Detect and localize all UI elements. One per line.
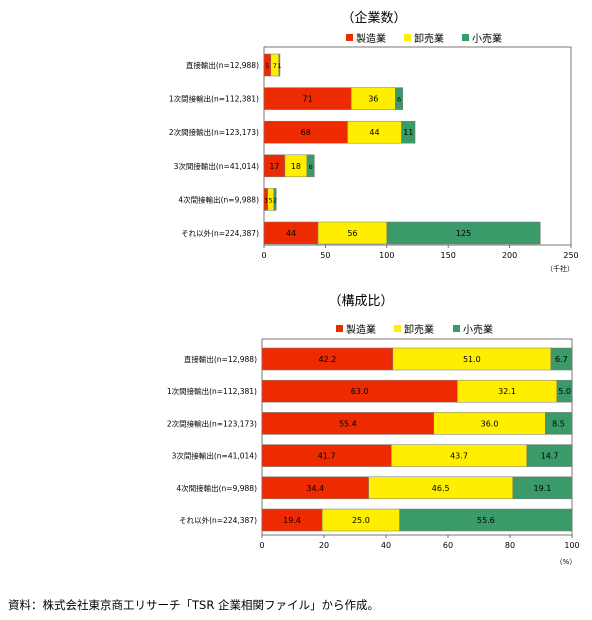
chart1-legend-label-3: 小売業	[472, 32, 502, 45]
chart2-bar-label-1-3: 6.7	[555, 355, 568, 364]
chart2-bar-label-5-3: 19.1	[533, 484, 551, 493]
chart1-bar-1-3	[278, 53, 281, 77]
chart2-bar-6-3	[399, 508, 573, 532]
chart1-x-tick-label-3: 150	[441, 251, 456, 260]
chart1-legend-swatch-2	[404, 34, 411, 41]
chart1-bar-label-2-2: 36	[368, 95, 378, 104]
chart1-bar-label-6-2: 56	[347, 229, 357, 238]
chart2-bar-5-3	[512, 476, 573, 500]
chart2-title: （構成比）	[328, 294, 393, 309]
chart2-category-label-4: 3次間接輸出(n=41,014)	[172, 451, 257, 461]
chart1-category-label-5: 4次間接輸出(n=9,988)	[178, 194, 259, 204]
chart1-x-tick-label-0: 0	[261, 251, 266, 260]
chart1-x-tick-label-5: 250	[563, 251, 578, 260]
chart1-bar-label-1-3: 1	[277, 62, 281, 70]
chart1-category-label-3: 2次間接輸出(n=123,173)	[169, 127, 259, 137]
chart2-bar-2-3	[556, 379, 573, 403]
chart1-bar-label-3-1: 68	[301, 128, 311, 137]
chart2-bar-label-2-1: 63.0	[351, 387, 369, 396]
chart1-bar-label-3-3: 11	[403, 128, 413, 137]
chart1-legend-swatch-3	[462, 34, 469, 41]
chart2-x-tick-label-0: 0	[259, 541, 264, 550]
chart1-bar-label-6-3: 125	[456, 229, 471, 238]
chart1-bar-label-4-3: 6	[309, 163, 313, 171]
chart2-legend-label-3: 小売業	[463, 323, 493, 336]
chart2-bar-label-3-3: 8.5	[552, 419, 565, 428]
chart2-bar-label-6-3: 55.6	[477, 516, 495, 525]
chart2-bar-label-3-1: 55.4	[339, 419, 357, 428]
chart1-bar-label-1-2: 7	[273, 62, 277, 70]
chart2-bar-label-4-3: 14.7	[541, 452, 559, 461]
chart1-x-tick-label-1: 50	[320, 251, 330, 260]
chart2-bar-3-3	[545, 412, 572, 435]
chart1-bar-label-5-3: 2	[273, 196, 277, 204]
chart2-x-tick-label-4: 80	[505, 541, 515, 550]
source-note: 資料：株式会社東京商工リサーチ「TSR 企業相関ファイル」から作成。	[8, 598, 379, 612]
chart2-plot-frame	[261, 338, 573, 536]
chart2-bar-label-6-2: 25.0	[352, 516, 370, 525]
chart1-bar-label-4-1: 17	[269, 162, 279, 171]
chart2-category-label-2: 1次間接輸出(n=112,381)	[167, 386, 257, 396]
chart2-x-tick-label-3: 60	[443, 541, 453, 550]
chart2-x-tick-label-5: 100	[564, 541, 579, 550]
chart2-legend-label-2: 卸売業	[404, 323, 434, 336]
chart1-bar-label-5-1: 3	[264, 196, 268, 204]
chart2-bar-label-3-2: 36.0	[481, 419, 499, 428]
chart1-legend-label-2: 卸売業	[414, 32, 444, 45]
chart2-bar-label-2-2: 32.1	[498, 387, 516, 396]
chart1-bar-label-2-3: 6	[397, 96, 401, 104]
chart2-category-label-5: 4次間接輸出(n=9,988)	[176, 483, 257, 493]
chart1-bar-4-3	[306, 154, 315, 178]
chart1-bar-label-4-2: 18	[291, 162, 301, 171]
chart1-title: （企業数）	[341, 10, 406, 26]
chart2-bar-label-1-1: 42.2	[319, 355, 337, 364]
chart2-legend-swatch-1	[336, 325, 343, 332]
chart1-unit-label: （千社）	[546, 264, 574, 273]
chart1-legend-swatch-1	[346, 34, 353, 41]
chart2-x-tick-label-1: 20	[319, 541, 329, 550]
chart2-x-tick-label-2: 40	[381, 541, 391, 550]
chart2-category-label-3: 2次間接輸出(n=123,173)	[167, 418, 257, 428]
chart1-legend-label-1: 製造業	[356, 32, 386, 45]
chart1-x-tick-label-2: 100	[379, 251, 394, 260]
chart2-bar-label-5-1: 34.4	[306, 484, 324, 493]
chart1-bar-6-3	[386, 221, 541, 245]
chart1-category-label-2: 1次間接輸出(n=112,381)	[169, 94, 259, 104]
chart1-plot-frame	[263, 46, 572, 246]
chart2-bar-label-6-1: 19.4	[283, 516, 301, 525]
chart2-legend-swatch-2	[394, 325, 401, 332]
chart2-legend-swatch-3	[453, 325, 460, 332]
chart1-bar-label-5-2: 5	[269, 196, 273, 204]
chart2-bar-label-4-1: 41.7	[318, 452, 336, 461]
chart1-bar-label-1-1: 5	[265, 62, 269, 70]
chart2-bar-label-5-2: 46.5	[432, 484, 450, 493]
chart1-bar-label-2-1: 71	[303, 95, 313, 104]
chart2-bar-label-2-3: 5.0	[558, 387, 571, 396]
chart1-bar-label-6-1: 44	[286, 229, 296, 238]
chart2-bar-label-1-2: 51.0	[463, 355, 481, 364]
chart1-bar-5-3	[273, 188, 277, 211]
chart1-bar-2-3	[395, 87, 404, 110]
chart1-bar-3-3	[401, 120, 416, 144]
chart2-bar-4-3	[526, 444, 573, 467]
chart1-bar-label-3-2: 44	[369, 128, 379, 137]
chart2-unit-label: （%）	[556, 558, 577, 566]
chart1-category-label-1: 直接輸出(n=12,988)	[186, 60, 259, 70]
chart2-bar-1-3	[550, 347, 572, 371]
chart2-bar-label-4-2: 43.7	[450, 452, 468, 461]
chart2-legend-label-1: 製造業	[346, 323, 376, 336]
chart2-category-label-6: それ以外(n=224,387)	[179, 515, 257, 525]
chart1-category-label-6: それ以外(n=224,387)	[181, 228, 259, 238]
chart1-category-label-4: 3次間接輸出(n=41,014)	[174, 161, 259, 171]
chart1-x-tick-label-4: 200	[502, 251, 517, 260]
chart2-category-label-1: 直接輸出(n=12,988)	[184, 354, 257, 364]
